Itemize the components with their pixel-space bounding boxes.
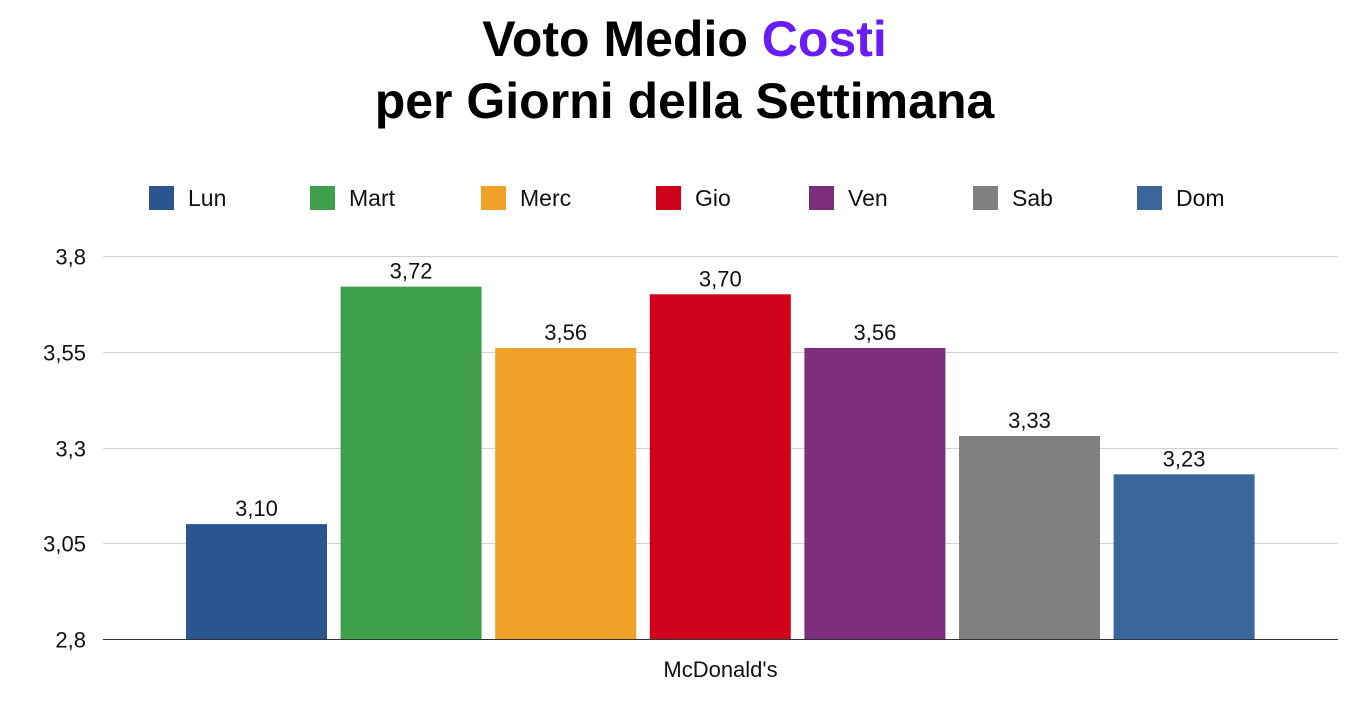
legend-swatch <box>1137 186 1162 210</box>
legend-item-sab: Sab <box>973 185 1053 211</box>
x-axis: McDonald's <box>663 657 777 682</box>
bar-ven <box>804 348 945 639</box>
y-tick-label: 3,8 <box>55 245 86 270</box>
bar-sab <box>959 436 1100 639</box>
legend-label: Mart <box>349 185 396 211</box>
data-label: 3,23 <box>1163 446 1206 471</box>
legend-label: Lun <box>188 185 226 211</box>
y-axis: 2,8 3,05 3,3 3,55 3,8 <box>43 245 86 653</box>
data-label: 3,72 <box>390 259 433 284</box>
x-category-label: McDonald's <box>663 657 777 682</box>
y-tick-label: 2,8 <box>55 628 86 653</box>
legend-item-gio: Gio <box>656 185 731 211</box>
bar-lun <box>186 524 327 639</box>
legend-label: Gio <box>695 185 731 211</box>
bar-mart <box>341 287 482 639</box>
legend-item-mart: Mart <box>310 185 396 211</box>
legend-item-merc: Merc <box>481 185 571 211</box>
legend-label: Ven <box>848 185 888 211</box>
legend-swatch <box>656 186 681 210</box>
legend-label: Merc <box>520 185 571 211</box>
bars <box>186 287 1255 639</box>
bar-merc <box>495 348 636 639</box>
legend-item-dom: Dom <box>1137 185 1225 211</box>
bar-gio <box>650 294 791 639</box>
legend-swatch <box>809 186 834 210</box>
legend-swatch <box>973 186 998 210</box>
legend-label: Dom <box>1176 185 1225 211</box>
y-tick-label: 3,55 <box>43 341 86 366</box>
data-label: 3,10 <box>235 496 278 521</box>
data-label: 3,70 <box>699 266 742 291</box>
y-tick-label: 3,05 <box>43 532 86 557</box>
legend-swatch <box>149 186 174 210</box>
legend-label: Sab <box>1012 185 1053 211</box>
data-label: 3,56 <box>544 320 587 345</box>
legend-item-ven: Ven <box>809 185 888 211</box>
bar-dom <box>1114 474 1255 639</box>
data-label: 3,56 <box>853 320 896 345</box>
legend: Lun Mart Merc Gio Ven Sab Dom <box>149 185 1225 211</box>
legend-swatch <box>481 186 506 210</box>
legend-swatch <box>310 186 335 210</box>
legend-item-lun: Lun <box>149 185 226 211</box>
data-label: 3,33 <box>1008 408 1051 433</box>
y-tick-label: 3,3 <box>55 437 86 462</box>
